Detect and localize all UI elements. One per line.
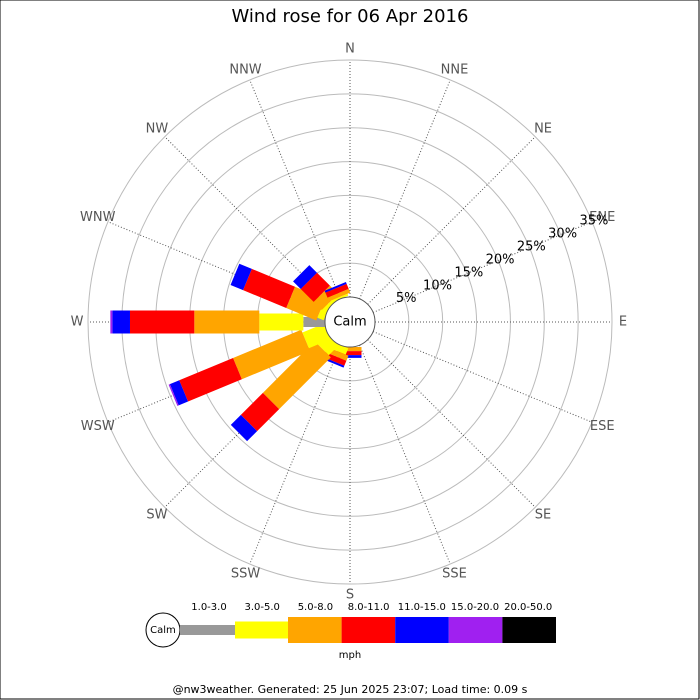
direction-label: SW <box>146 508 167 523</box>
direction-label: SSW <box>231 567 261 582</box>
ring-label: 30% <box>548 226 577 241</box>
legend-label: 11.0-15.0 <box>398 602 446 613</box>
bar-segment <box>259 313 304 331</box>
bar-segment <box>179 357 242 402</box>
bar-segment <box>323 351 347 366</box>
bar-segment <box>324 281 347 293</box>
ring-label: 5% <box>396 291 417 306</box>
legend-label: 20.0-50.0 <box>504 602 552 613</box>
bar-segment <box>243 268 296 309</box>
bar-segment <box>230 263 252 291</box>
ring <box>87 59 613 585</box>
legend-label: 15.0-20.0 <box>451 602 499 613</box>
ring-label: 20% <box>486 252 515 267</box>
legend-label: 5.0-8.0 <box>298 602 333 613</box>
bar-segment <box>110 310 113 334</box>
bar-segment <box>325 283 349 298</box>
bar-segment <box>194 310 260 334</box>
ring-label: 25% <box>517 239 546 254</box>
direction-label: WSW <box>81 419 115 434</box>
ring-label: 15% <box>454 265 483 280</box>
legend-label: 8.0-11.0 <box>348 602 390 613</box>
legend-swatch <box>341 617 396 643</box>
legend-swatch <box>502 617 556 643</box>
direction-label: N <box>345 42 355 57</box>
legend-unit: mph <box>339 650 361 661</box>
calm-circle <box>324 296 376 348</box>
spoke <box>372 221 593 313</box>
direction-label: W <box>71 315 84 330</box>
direction-label: ENE <box>589 210 615 225</box>
chart-title: Wind rose for 06 Apr 2016 <box>232 6 469 27</box>
bar-segment <box>302 323 331 349</box>
direction-label: NW <box>146 121 169 136</box>
legend-swatch <box>288 617 342 643</box>
bar-segment <box>331 293 349 303</box>
direction-label: E <box>619 315 627 330</box>
bar-segment <box>262 341 331 410</box>
spoke <box>359 79 451 300</box>
bar-segment <box>303 317 325 327</box>
direction-label: ESE <box>590 419 615 434</box>
direction-label: S <box>346 588 354 603</box>
legend-swatch <box>395 617 449 643</box>
bar-segment <box>240 392 280 432</box>
direction-label: SE <box>535 508 551 523</box>
bar-segment <box>233 329 311 380</box>
legend-swatch <box>448 617 503 643</box>
bar-segment <box>230 414 258 442</box>
spoke <box>367 136 536 305</box>
legend-calm-label: Calm <box>150 625 176 636</box>
spoke <box>249 344 341 565</box>
bar-segment <box>327 288 351 302</box>
legend-swatch <box>235 621 288 639</box>
spoke <box>249 79 341 300</box>
bar-segment <box>293 265 317 289</box>
bar-segment <box>300 272 330 302</box>
calm-label: Calm <box>333 315 366 330</box>
direction-label: NNW <box>229 62 261 77</box>
bar-segment <box>112 310 130 334</box>
ring-label: 35% <box>579 213 608 228</box>
bar-segment <box>129 310 195 334</box>
bar-segment <box>169 380 189 406</box>
direction-label: NNE <box>441 62 469 77</box>
legend-label: 1.0-3.0 <box>191 602 226 613</box>
ring-label: 10% <box>423 278 452 293</box>
footer: @nw3weather. Generated: 25 Jun 2025 23:0… <box>173 683 528 696</box>
direction-label: SSE <box>442 567 467 582</box>
spoke <box>372 331 593 423</box>
legend-label: 3.0-5.0 <box>244 602 279 613</box>
bar-segment <box>168 384 179 406</box>
spoke <box>367 339 536 508</box>
direction-label: NE <box>534 121 552 136</box>
spoke <box>359 344 451 565</box>
direction-label: WNW <box>80 210 116 225</box>
legend-swatch <box>180 625 235 635</box>
